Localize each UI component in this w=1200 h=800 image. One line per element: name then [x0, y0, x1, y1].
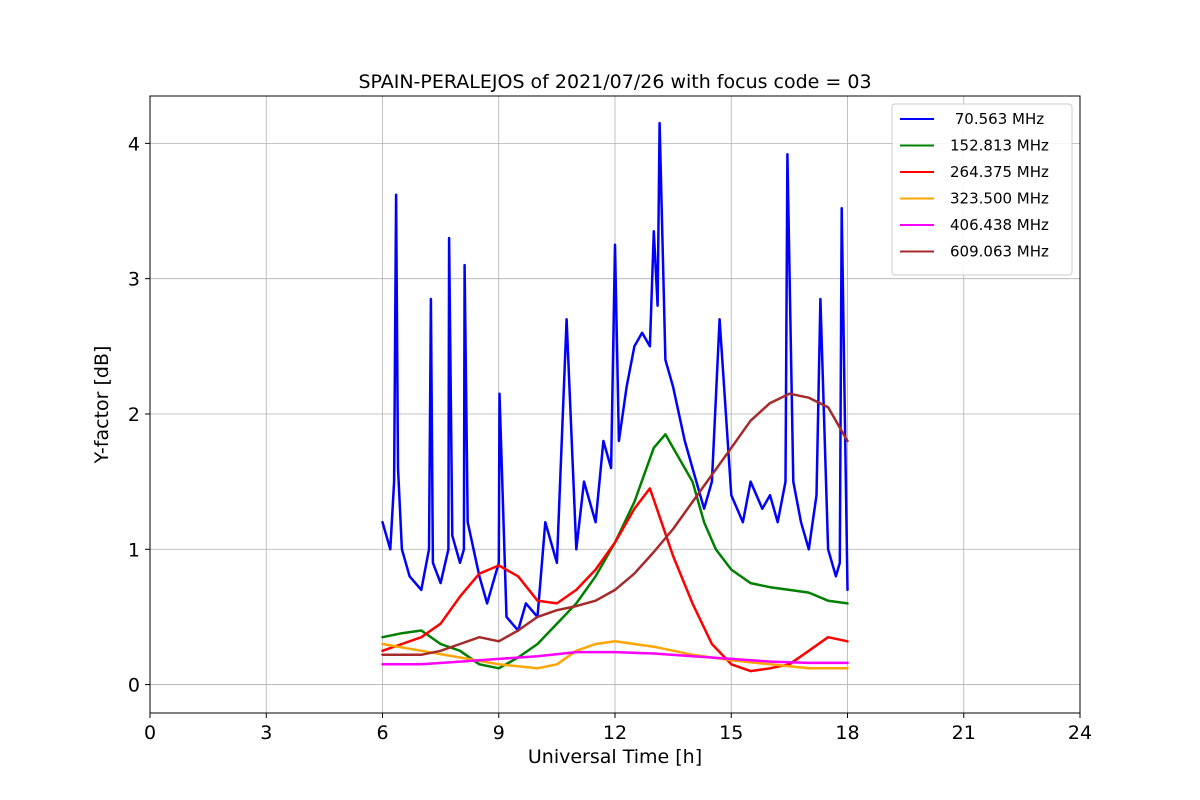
chart-title: SPAIN-PERALEJOS of 2021/07/26 with focus…: [358, 71, 871, 93]
legend-label: 70.563 MHz: [950, 110, 1044, 128]
y-tick-label: 0: [128, 675, 140, 697]
series-line: [381, 650, 849, 666]
y-tick-label: 2: [128, 404, 140, 426]
x-tick-label: 3: [260, 722, 272, 744]
x-axis-title: Universal Time [h]: [528, 746, 702, 768]
x-tick-label: 6: [376, 722, 388, 744]
series-line: [381, 121, 849, 632]
series-layer: [381, 121, 849, 673]
x-tick-label: 9: [493, 722, 505, 744]
legend: 70.563 MHz 152.813 MHz 264.375 MHz 323.500 …: [891, 103, 1073, 276]
y-tick-label: 1: [128, 539, 140, 561]
series-line: [381, 392, 849, 657]
legend-label: 406.438 MHz: [950, 216, 1049, 234]
legend-label: 323.500 MHz: [950, 190, 1049, 208]
x-tick-label: 12: [603, 722, 627, 744]
y-tick-label: 4: [128, 133, 140, 155]
y-tick-label: 3: [128, 269, 140, 291]
legend-label: 609.063 MHz: [950, 243, 1049, 261]
x-tick-label: 21: [952, 722, 976, 744]
series-line: [381, 433, 849, 670]
series-line: [381, 487, 849, 673]
legend-label: 264.375 MHz: [950, 163, 1049, 181]
x-tick-label: 24: [1068, 722, 1092, 744]
x-tick-label: 18: [835, 722, 859, 744]
y-axis-title: Y-factor [dB]: [91, 346, 113, 465]
x-tick-label: 15: [719, 722, 743, 744]
x-tick-label: 0: [144, 722, 156, 744]
legend-label: 152.813 MHz: [950, 137, 1049, 155]
legend-frame: [891, 103, 1073, 276]
